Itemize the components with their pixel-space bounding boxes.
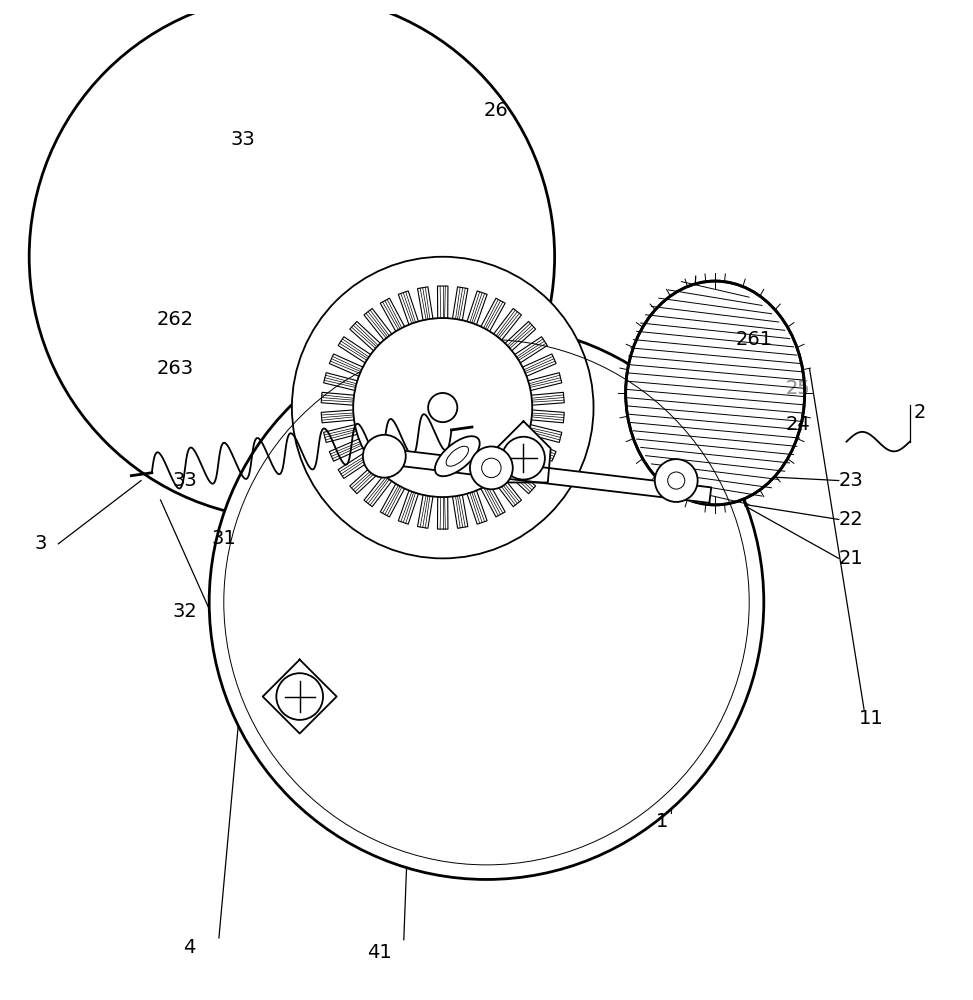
Text: 25: 25 [785,379,811,398]
Text: 41: 41 [367,943,392,962]
Polygon shape [263,660,337,734]
Ellipse shape [435,436,480,476]
Text: 261: 261 [736,330,773,349]
Text: 24: 24 [785,415,811,434]
Text: 4: 4 [184,938,196,957]
Text: 31: 31 [211,529,236,548]
Circle shape [29,0,555,519]
Circle shape [209,325,764,879]
Circle shape [353,318,532,497]
Ellipse shape [626,281,805,505]
Text: 26: 26 [484,101,509,120]
Text: 21: 21 [839,549,864,568]
Circle shape [470,446,513,489]
Polygon shape [496,421,551,482]
Polygon shape [383,448,711,503]
Text: 2: 2 [914,403,925,422]
Text: 33: 33 [172,471,198,490]
Text: 25: 25 [785,379,811,398]
Text: 263: 263 [157,359,194,378]
Text: 23: 23 [839,471,864,490]
Text: 1: 1 [656,812,667,831]
Text: 11: 11 [858,709,883,728]
Text: 22: 22 [839,510,864,529]
Circle shape [276,673,323,720]
Circle shape [428,393,457,422]
Text: 262: 262 [157,310,194,329]
Text: 33: 33 [231,130,256,149]
Circle shape [292,257,594,558]
Text: 3: 3 [35,534,47,553]
Text: 32: 32 [172,602,198,621]
Circle shape [363,435,406,478]
Circle shape [655,459,698,502]
Circle shape [502,437,545,480]
